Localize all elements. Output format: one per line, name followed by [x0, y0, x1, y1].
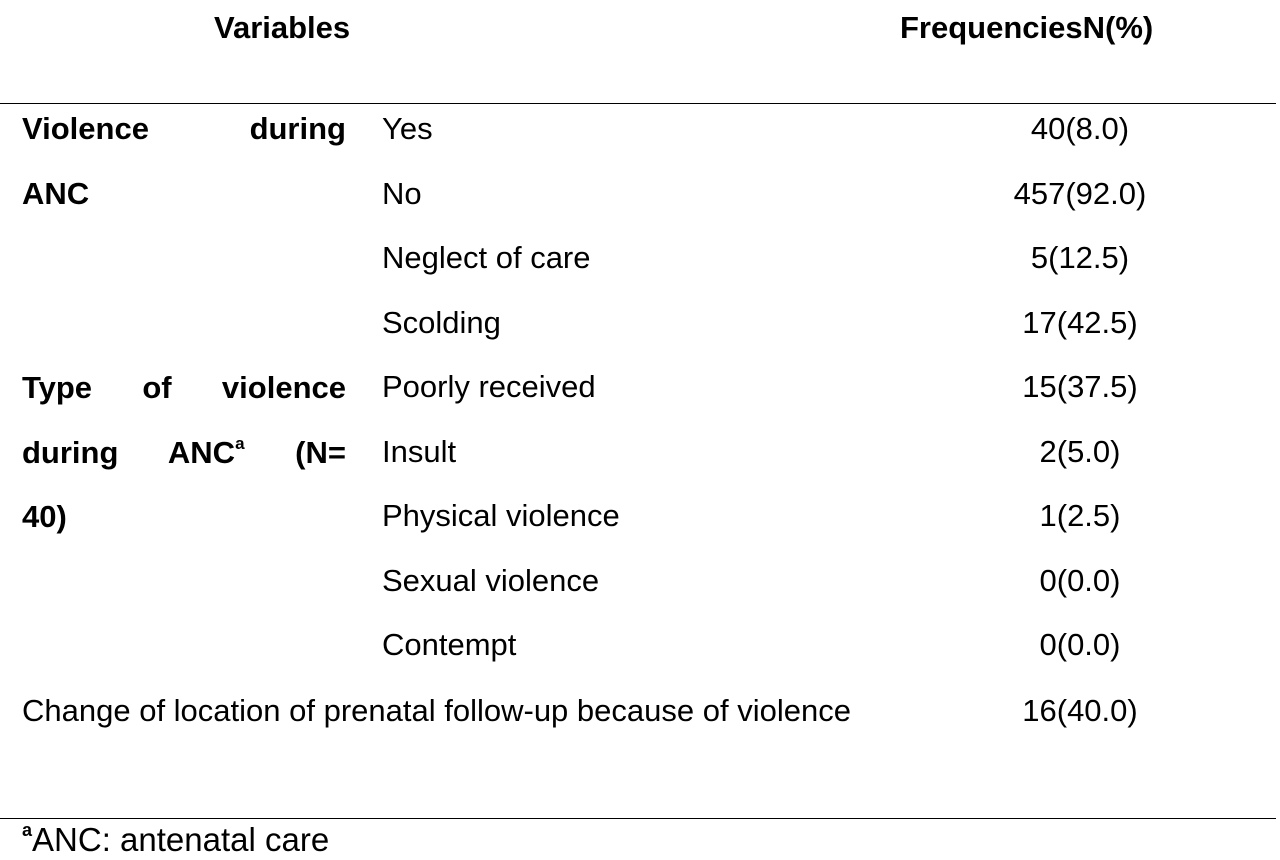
row-category: Contempt	[382, 627, 517, 662]
table-row: Neglect of care 5(12.5)	[0, 226, 1280, 291]
table-row: Scolding 17(42.5)	[0, 291, 1280, 356]
table-row: Poorly received 15(37.5)	[0, 355, 1280, 420]
row-value: 0(0.0)	[1039, 627, 1121, 662]
row-value: 457(92.0)	[1013, 175, 1147, 211]
group-label-line: during ANCa (N=	[22, 421, 346, 486]
row-category: Neglect of care	[382, 240, 591, 275]
row-category: Physical violence	[382, 498, 620, 533]
row-value: 1(2.5)	[1039, 498, 1121, 533]
row-value: 40(8.0)	[1030, 111, 1130, 146]
row-value: 0(0.0)	[1039, 562, 1121, 598]
row-value: 2(5.0)	[1039, 433, 1121, 469]
group-label-text: (N=	[244, 434, 346, 470]
table-row: No 457(92.0)	[0, 162, 1280, 227]
group-label-line: ANC	[22, 175, 90, 211]
table-footnote: aANC: antenatal care	[22, 820, 329, 860]
row-category: Yes	[382, 111, 433, 146]
change-of-location-value: 16(40.0)	[1022, 693, 1138, 728]
table-row: Physical violence 1(2.5)	[0, 484, 1280, 549]
row-value: 5(12.5)	[1030, 240, 1130, 275]
row-category: Scolding	[382, 304, 501, 340]
table-row: Sexual violence 0(0.0)	[0, 549, 1280, 614]
footnote-marker: a	[22, 820, 33, 840]
row-value: 17(42.5)	[1022, 304, 1138, 340]
header-frequencies: FrequenciesN(%)	[900, 10, 1154, 45]
table-row: Insult 2(5.0)	[0, 420, 1280, 485]
table-row: Yes 40(8.0)	[0, 97, 1280, 162]
table-row: Contempt 0(0.0)	[0, 613, 1280, 678]
footnote-text: ANC: antenatal care	[32, 821, 330, 858]
group-label-line: Violence during	[22, 111, 346, 146]
group-label-text: during ANC	[22, 434, 236, 470]
table-body: Yes 40(8.0) No 457(92.0) Neglect of care…	[0, 97, 1280, 678]
header-variables: Variables	[214, 10, 351, 45]
bottom-rule	[0, 818, 1276, 819]
row-category: Insult	[382, 433, 457, 469]
group-label-line: Type of violence	[22, 370, 346, 405]
row-value: 15(37.5)	[1022, 369, 1138, 404]
footnote-marker: a	[235, 434, 245, 454]
group-label-line: 40)	[22, 499, 67, 534]
group-label-violence-during-anc: Violence during ANC	[22, 97, 346, 226]
change-of-location-label: Change of location of prenatal follow-up…	[22, 693, 851, 728]
row-category: Sexual violence	[382, 562, 600, 598]
row-category: Poorly received	[382, 369, 596, 404]
row-category: No	[382, 175, 422, 211]
top-rule	[0, 103, 1276, 104]
group-label-type-of-violence: Type of violence during ANCa (N= 40)	[22, 356, 346, 550]
